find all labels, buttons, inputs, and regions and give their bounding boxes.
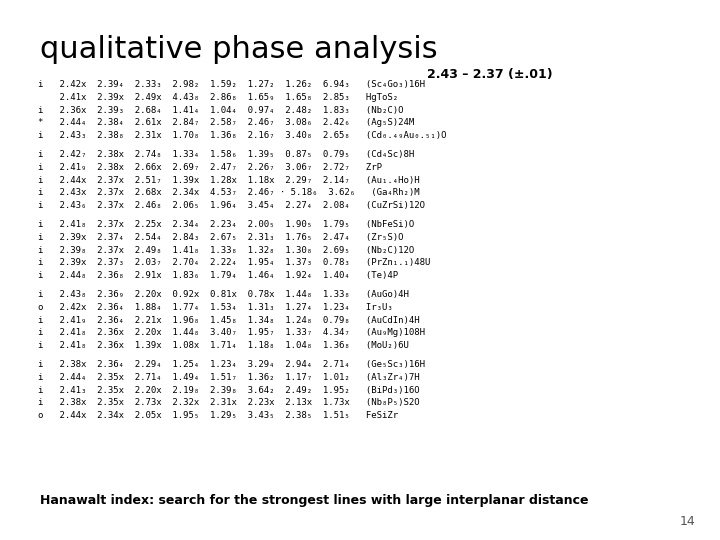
Text: i   2.44₈  2.36₈  2.91x  1.83₆  1.79₄  1.46₄  1.92₄  1.40₄   (Te)4P: i 2.44₈ 2.36₈ 2.91x 1.83₆ 1.79₄ 1.46₄ 1.… <box>38 271 398 280</box>
Text: o   2.42x  2.36₄  1.88₄  1.77₄  1.53₄  1.31₃  1.27₄  1.23₄   Ir₃U₃: o 2.42x 2.36₄ 1.88₄ 1.77₄ 1.53₄ 1.31₃ 1.… <box>38 303 392 312</box>
Text: i   2.41₉  2.38x  2.66x  2.69₇  2.47₇  2.26₇  3.06₇  2.72₇   ZrP: i 2.41₉ 2.38x 2.66x 2.69₇ 2.47₇ 2.26₇ 3.… <box>38 163 382 172</box>
Text: i   2.36x  2.39₃  2.68₄  1.41₄  1.04₄  0.97₄  2.48₂  1.83₃   (Nb₂C)O: i 2.36x 2.39₃ 2.68₄ 1.41₄ 1.04₄ 0.97₄ 2.… <box>38 106 403 114</box>
Text: i   2.42₇  2.38x  2.74₈  1.33₄  1.58₆  1.39₅  0.87₅  0.79₅   (Cd₄Sc)8H: i 2.42₇ 2.38x 2.74₈ 1.33₄ 1.58₆ 1.39₅ 0.… <box>38 150 414 159</box>
Text: i   2.43x  2.37x  2.68x  2.34x  4.53₇  2.46₇ · 5.18₆  3.62₆   (Ga₄Rh₂)M: i 2.43x 2.37x 2.68x 2.34x 4.53₇ 2.46₇ · … <box>38 188 420 198</box>
Text: 14: 14 <box>679 515 695 528</box>
Text: i   2.44x  2.37x  2.51₇  1.39x  1.28x  1.18x  2.29₇  2.14₇   (Au₁.₄Ho)H: i 2.44x 2.37x 2.51₇ 1.39x 1.28x 1.18x 2.… <box>38 176 420 185</box>
Text: o   2.44x  2.34x  2.05x  1.95₅  1.29₅  3.43₅  2.38₅  1.51₅   FeSiZr: o 2.44x 2.34x 2.05x 1.95₅ 1.29₅ 3.43₅ 2.… <box>38 411 398 420</box>
Text: Hanawalt index: search for the strongest lines with large interplanar distance: Hanawalt index: search for the strongest… <box>40 494 588 507</box>
Text: i   2.39x  2.37₃  2.03₇  2.70₄  2.22₄  1.95₄  1.37₃  0.78₃   (PrZn₁.₁)48U: i 2.39x 2.37₃ 2.03₇ 2.70₄ 2.22₄ 1.95₄ 1.… <box>38 259 431 267</box>
Text: i   2.41₈  2.37x  2.25x  2.34₄  2.23₄  2.00₅  1.90₅  1.79₅   (NbFeSi)O: i 2.41₈ 2.37x 2.25x 2.34₄ 2.23₄ 2.00₅ 1.… <box>38 220 414 229</box>
Text: i   2.43₈  2.36₉  2.20x  0.92x  0.81x  0.78x  1.44₈  1.33₈   (AuGo)4H: i 2.43₈ 2.36₉ 2.20x 0.92x 0.81x 0.78x 1.… <box>38 290 409 299</box>
Text: i   2.44₄  2.35x  2.71₄  1.49₄  1.51₇  1.36₂  1.17₇  1.01₂   (Al₃Zr₄)7H: i 2.44₄ 2.35x 2.71₄ 1.49₄ 1.51₇ 1.36₂ 1.… <box>38 373 420 382</box>
Text: i   2.42x  2.39₄  2.33₃  2.98₂  1.59₂  1.27₂  1.26₂  6.94₃   (Sc₄Go₃)16H: i 2.42x 2.39₄ 2.33₃ 2.98₂ 1.59₂ 1.27₂ 1.… <box>38 80 425 89</box>
Text: i   2.39₈  2.37x  2.49₈  1.41₈  1.33₈  1.32₈  1.30₈  2.69₅   (Nb₂C)12O: i 2.39₈ 2.37x 2.49₈ 1.41₈ 1.33₈ 1.32₈ 1.… <box>38 246 414 254</box>
Text: i   2.43₆  2.37x  2.46₈  2.06₅  1.96₄  3.45₄  2.27₄  2.08₄   (CuZrSi)12O: i 2.43₆ 2.37x 2.46₈ 2.06₅ 1.96₄ 3.45₄ 2.… <box>38 201 425 210</box>
Text: *   2.44₄  2.38₄  2.61x  2.84₇  2.58₇  2.46₇  3.08₆  2.42₆   (Ag₅S)24M: * 2.44₄ 2.38₄ 2.61x 2.84₇ 2.58₇ 2.46₇ 3.… <box>38 118 414 127</box>
Text: qualitative phase analysis: qualitative phase analysis <box>40 35 438 64</box>
Text: i   2.38x  2.36₄  2.29₄  1.25₄  1.23₄  3.29₄  2.94₄  2.71₄   (Ge₅Sc₃)16H: i 2.38x 2.36₄ 2.29₄ 1.25₄ 1.23₄ 3.29₄ 2.… <box>38 360 425 369</box>
Text: i   2.38x  2.35x  2.73x  2.32x  2.31x  2.23x  2.13x  1.73x   (Nb₈P₅)S2O: i 2.38x 2.35x 2.73x 2.32x 2.31x 2.23x 2.… <box>38 399 420 407</box>
Text: i   2.41₃  2.35x  2.20x  2.19₈  2.39₈  3.64₂  2.49₂  1.95₂   (BiPd₃)16O: i 2.41₃ 2.35x 2.20x 2.19₈ 2.39₈ 3.64₂ 2.… <box>38 386 420 395</box>
Text: i   2.41₈  2.36x  2.20x  1.44₈  3.40₇  1.95₇  1.33₇  4.34₇   (Au₉Mg)108H: i 2.41₈ 2.36x 2.20x 1.44₈ 3.40₇ 1.95₇ 1.… <box>38 328 425 338</box>
Text: 2.43 – 2.37 (±.01): 2.43 – 2.37 (±.01) <box>427 68 553 81</box>
Text: i   2.41₈  2.36x  1.39x  1.08x  1.71₄  1.18₈  1.04₈  1.36₈   (MoU₂)6U: i 2.41₈ 2.36x 1.39x 1.08x 1.71₄ 1.18₈ 1.… <box>38 341 409 350</box>
Text: 2.41x  2.39x  2.49x  4.43₈  2.86₈  1.65₉  1.65₈  2.85₃   HgToS₂: 2.41x 2.39x 2.49x 4.43₈ 2.86₈ 1.65₉ 1.65… <box>38 93 398 102</box>
Text: i   2.43₃  2.38₈  2.31x  1.70₈  1.36₈  2.16₇  3.40₈  2.65₈   (Cd₀.₄₉Au₀.₅₁)O: i 2.43₃ 2.38₈ 2.31x 1.70₈ 1.36₈ 2.16₇ 3.… <box>38 131 446 140</box>
Text: i   2.39x  2.37₄  2.54₄  2.84₃  2.67₅  2.31₃  1.76₅  2.47₄   (Zr₅S)O: i 2.39x 2.37₄ 2.54₄ 2.84₃ 2.67₅ 2.31₃ 1.… <box>38 233 403 242</box>
Text: i   2.41₉  2.36₄  2.21x  1.96₈  1.45₈  1.34₈  1.24₈  0.79₈   (AuCdIn)4H: i 2.41₉ 2.36₄ 2.21x 1.96₈ 1.45₈ 1.34₈ 1.… <box>38 315 420 325</box>
